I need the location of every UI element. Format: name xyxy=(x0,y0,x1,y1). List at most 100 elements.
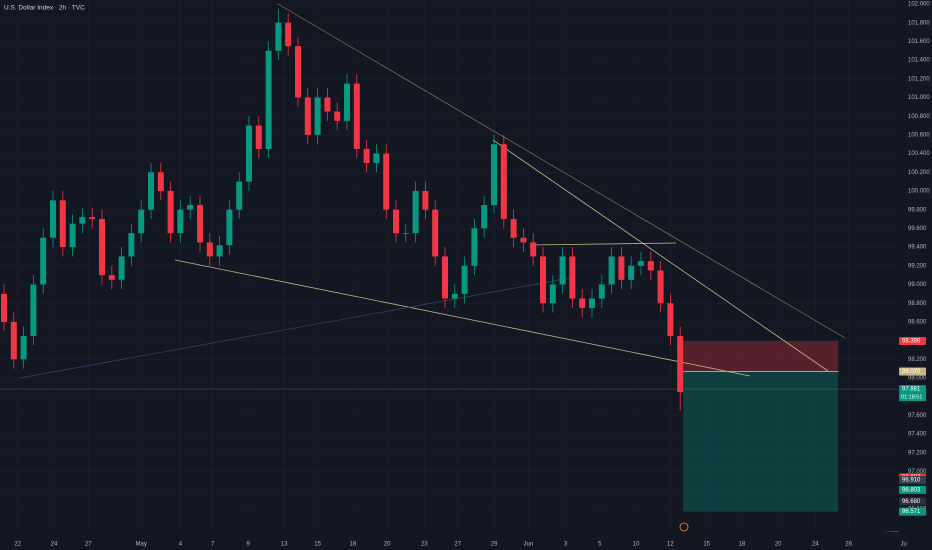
y-tick-label: 97.600 xyxy=(908,413,927,419)
candle-body xyxy=(138,209,145,234)
candle-body xyxy=(618,256,625,280)
candle-body xyxy=(177,209,184,234)
x-tick-label: 5 xyxy=(598,542,602,548)
candle-body xyxy=(500,144,507,220)
y-tick-label: 99.800 xyxy=(908,207,927,213)
trendline xyxy=(174,259,751,377)
price-tag xyxy=(899,497,926,506)
y-tick-label: 101.000 xyxy=(908,95,930,101)
candle-body xyxy=(206,242,213,257)
stop-zone xyxy=(683,340,839,372)
y-tick-label: 100.200 xyxy=(908,170,930,176)
candle-body xyxy=(540,256,546,304)
x-tick-label: 18 xyxy=(739,542,746,548)
candle-body xyxy=(108,275,115,280)
y-tick-label: 99.400 xyxy=(908,245,927,251)
candle-body xyxy=(520,237,527,243)
candle-body xyxy=(608,256,615,285)
candle-body xyxy=(491,144,497,206)
candle-body xyxy=(1,293,7,322)
price-tag xyxy=(899,336,926,345)
candle-body xyxy=(285,22,292,47)
y-tick-label: 99.000 xyxy=(908,282,927,288)
x-tick-label: Ju xyxy=(900,542,906,548)
candle-body xyxy=(148,172,154,210)
price-axis xyxy=(898,0,932,550)
price-tag xyxy=(899,475,926,484)
candle-body xyxy=(353,83,360,149)
y-tick-label: 100.000 xyxy=(908,189,930,195)
candle-body xyxy=(422,191,429,210)
candle-body xyxy=(40,237,47,285)
x-tick-label: 13 xyxy=(281,542,288,548)
candle-body xyxy=(442,256,448,299)
price-tag-label: 96.803 xyxy=(902,487,921,493)
x-tick-label: 7 xyxy=(211,542,215,548)
y-tick-label: 97.200 xyxy=(908,450,927,456)
candle-body xyxy=(344,83,350,121)
candle-body xyxy=(628,265,635,280)
target-zone xyxy=(683,371,839,512)
x-tick-label: 15 xyxy=(314,542,321,548)
candle-body xyxy=(383,153,390,210)
y-tick-label: 101.400 xyxy=(908,58,930,64)
candle-body xyxy=(461,265,468,294)
candle-body xyxy=(69,223,76,248)
chart-title: U.S. Dollar Index · 2h · TVC xyxy=(4,5,85,12)
price-tag-label: 96.571 xyxy=(902,509,921,515)
x-tick-label: 23 xyxy=(421,542,428,548)
candle-body xyxy=(530,242,537,257)
candle-body xyxy=(295,46,301,98)
y-tick-label: 97.400 xyxy=(908,432,927,438)
candle-body xyxy=(99,219,105,276)
candle-body xyxy=(579,298,586,308)
price-tag-label: 98.070 xyxy=(902,369,921,375)
candle-body xyxy=(324,97,331,112)
candle-body xyxy=(59,200,66,248)
candle-body xyxy=(432,209,439,257)
x-tick-label: 29 xyxy=(491,542,498,548)
x-tick-label: 24 xyxy=(812,542,819,548)
candle-body xyxy=(598,284,605,299)
candle-body xyxy=(402,233,409,234)
candle-body xyxy=(471,228,478,266)
grid xyxy=(0,0,904,530)
price-tag-label: 96.680 xyxy=(902,499,921,505)
candle-body xyxy=(589,298,595,308)
trendline xyxy=(19,277,571,379)
x-tick-label: May xyxy=(136,542,147,548)
countdown-tag xyxy=(899,393,926,402)
candle-body xyxy=(363,148,370,163)
x-tick-label: 4 xyxy=(179,542,183,548)
y-tick-label: 99.200 xyxy=(908,263,927,269)
price-tag xyxy=(899,507,926,516)
event-icon[interactable] xyxy=(679,522,689,532)
candle-body xyxy=(89,217,96,220)
y-tick-label: 98.200 xyxy=(908,357,927,363)
price-tag-label: 98.396 xyxy=(902,339,921,345)
time-axis xyxy=(0,532,898,550)
candle-body xyxy=(559,256,566,285)
y-tick-label: 98.000 xyxy=(908,376,927,382)
x-tick-label: 10 xyxy=(633,542,640,548)
x-tick-label: 3 xyxy=(564,542,568,548)
price-tag-label: 96.910 xyxy=(902,477,921,483)
candle-body xyxy=(510,219,517,238)
candle-body xyxy=(549,284,556,304)
x-tick-label: 12 xyxy=(667,542,674,548)
x-tick-label: 18 xyxy=(350,542,357,548)
candle-body xyxy=(246,125,252,182)
candle-body xyxy=(275,22,282,51)
candle-body xyxy=(265,50,272,149)
candle-body xyxy=(236,181,243,210)
x-tick-label: 27 xyxy=(85,542,92,548)
position xyxy=(683,340,839,512)
price-tag xyxy=(899,485,926,494)
price-tag-label: 97.881 xyxy=(902,387,921,393)
y-tick-label: 101.600 xyxy=(908,39,930,45)
y-tick-label: 97.000 xyxy=(908,469,927,475)
candle-body xyxy=(167,191,174,234)
y-tick-label: 98.800 xyxy=(908,301,927,307)
candle-body xyxy=(50,200,56,238)
